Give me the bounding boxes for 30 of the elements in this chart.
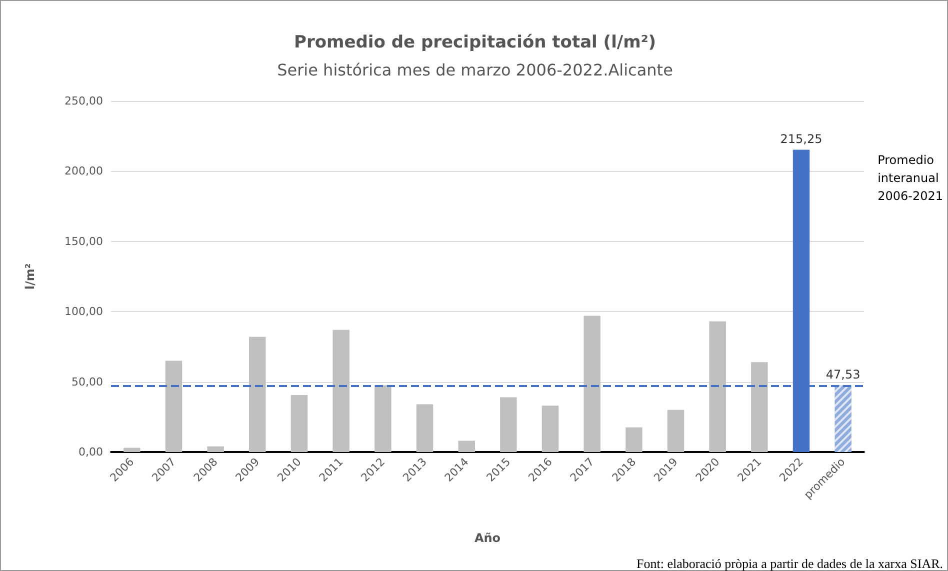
bar xyxy=(249,336,266,452)
bar xyxy=(500,397,517,452)
text: Font: elaboració pròpia a partir de dades de la xarxa SIAR. xyxy=(636,556,944,571)
bar xyxy=(542,406,559,452)
bar xyxy=(751,362,768,452)
y-tick-label: 0,00 xyxy=(78,446,103,458)
bar xyxy=(626,427,642,452)
data-label: 47,53 xyxy=(826,367,860,382)
y-tick-label: 250,00 xyxy=(64,94,103,108)
bar xyxy=(124,448,140,452)
y-tick-label: 200,00 xyxy=(64,164,103,178)
y-axis-title: l/m² xyxy=(23,263,37,290)
bar xyxy=(709,321,726,452)
bar xyxy=(332,330,350,452)
x-axis-title: Año xyxy=(474,531,501,545)
text: Promedio interanual 2006-2021 xyxy=(878,153,944,203)
bar xyxy=(165,360,182,452)
y-tick-label: 150,00 xyxy=(64,234,103,248)
bar xyxy=(584,316,600,452)
y-tick-label: 50,00 xyxy=(72,375,103,388)
chart-subtitle: Serie histórica mes de marzo 2006-2022.Alicante xyxy=(277,60,673,80)
bar xyxy=(458,440,475,452)
bar xyxy=(207,446,224,452)
bar xyxy=(416,404,434,452)
data-label: 215,25 xyxy=(780,132,822,146)
chart-title: Promedio de precipitación total (l/m²) xyxy=(294,32,656,52)
bar xyxy=(374,385,392,452)
bar xyxy=(667,410,684,452)
y-tick-label: 100,00 xyxy=(64,305,103,318)
bar xyxy=(290,395,308,452)
